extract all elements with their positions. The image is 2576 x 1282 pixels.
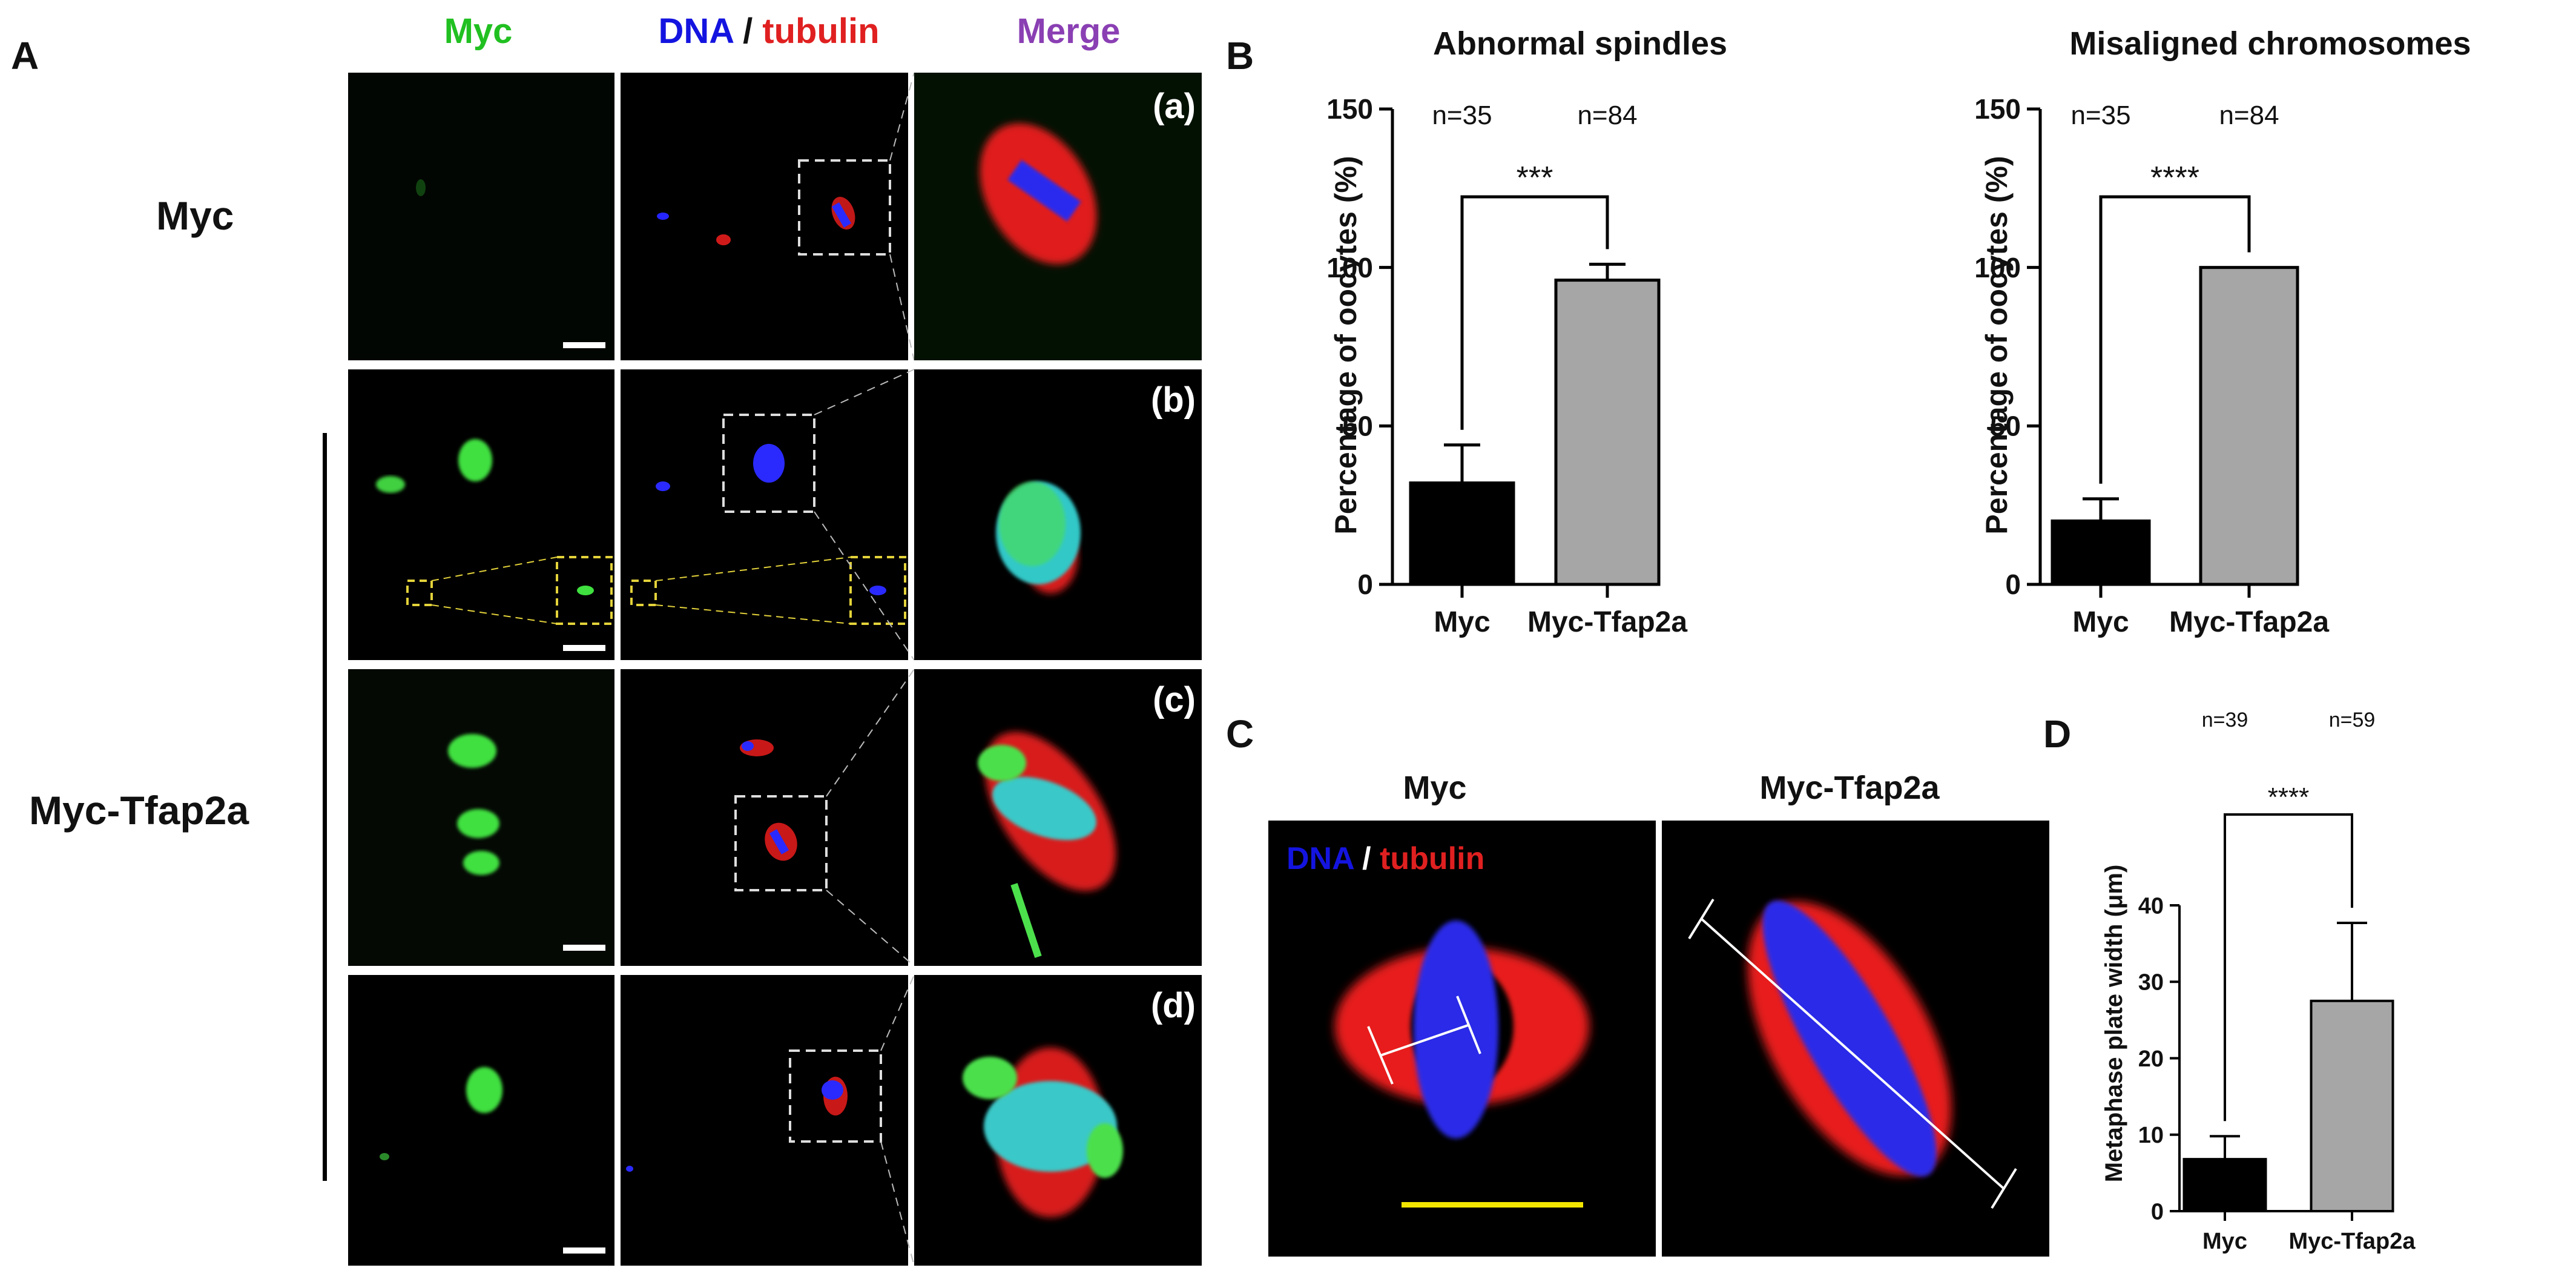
sublabel-c: (c) [1153,680,1196,719]
panel-a-micrograph-grid: (a) (b) [348,73,1202,1266]
chart-misaligned-chromosomes: Misaligned chromosomes Percentage of ooc… [1974,25,2471,638]
bar-myc [2182,1158,2267,1213]
x-tick-label: Myc-Tfap2a [2288,1229,2416,1254]
y-axis-label: Percentage of oocytes (%) [1980,156,2014,534]
micrograph-b-myc [348,369,614,660]
panel-c-letter: C [1226,712,1254,756]
y-tick-label: 50 [1990,410,2021,441]
chart-abnormal-spindles: Abnormal spindles Percentage of oocytes … [1326,25,1727,638]
significance-label: *** [1517,160,1553,196]
y-tick-label: 0 [2151,1199,2164,1224]
y-tick-label: 50 [1342,410,1373,441]
x-tick-label: Myc-Tfap2a [2169,606,2329,638]
col-header-myc: Myc [444,12,513,51]
y-axis-label: Metaphase plate width (μm) [2101,865,2127,1183]
scale-bar-d [563,1247,605,1254]
bar-myc-tfap2a [2199,266,2299,586]
significance-bracket [2099,195,2251,484]
scale-bar-b [563,645,605,651]
y-tick-label: 20 [2138,1046,2164,1072]
chart-title: Misaligned chromosomes [2069,25,2471,62]
bar-myc-tfap2a [1554,279,1661,586]
n-label: n=35 [1432,101,1492,130]
micrograph-a-dna-tubulin [621,73,915,361]
micrograph-c-merge: (c) [914,669,1202,966]
x-tick-label: Myc [1434,606,1490,638]
sublabel-b: (b) [1151,380,1196,420]
micrograph-c-myc [348,669,614,966]
col-header-slash: / [733,12,763,51]
y-axis-label: Percentage of oocytes (%) [1329,156,1363,534]
row-label-myc-tfap2a: Myc-Tfap2a [29,788,249,833]
micrograph-b-dna-tubulin [621,369,915,661]
n-label: n=59 [2329,709,2376,732]
group-bracket-line [323,433,327,1181]
panel-c-title-myc-tfap2a: Myc-Tfap2a [1759,770,1940,806]
sublabel-d: (d) [1151,986,1196,1025]
panel-a-letter: A [11,34,39,78]
micrograph-a-myc [348,73,614,360]
col-header-dna: DNA [658,12,733,51]
col-header-merge: Merge [1016,12,1121,51]
bar-myc [2051,519,2151,586]
n-label: n=84 [2219,101,2279,130]
col-header-tubulin: tubulin [762,12,880,51]
significance-bracket [2224,813,2353,1122]
y-tick-label: 40 [2138,893,2164,919]
sublabel-a: (a) [1153,87,1196,126]
y-tick-label: 30 [2138,970,2164,996]
bar-myc [1409,481,1515,586]
micrograph-d-myc [348,975,614,1266]
micrograph-a-merge: (a) [914,73,1202,360]
scale-bar-c [1402,1202,1583,1208]
x-tick-label: Myc [2072,606,2129,638]
micrograph-c-dna-tubulin [621,669,915,966]
bar-myc-tfap2a [2310,999,2394,1212]
y-tick-label: 100 [1326,252,1373,283]
y-tick-label: 0 [1357,569,1373,600]
y-tick-label: 10 [2138,1123,2164,1148]
scale-bar-a [563,342,605,348]
y-tick-label: 100 [1974,252,2021,283]
panel-c-title-myc: Myc [1403,770,1467,806]
significance-label: **** [2150,160,2199,196]
row-label-myc: Myc [156,193,234,238]
n-label: n=39 [2202,709,2248,732]
significance-bracket [1460,195,1609,430]
chart-title: Abnormal spindles [1433,25,1727,62]
n-label: n=84 [1577,101,1637,130]
scale-bar-c [563,945,605,951]
y-tick-label: 150 [1974,93,2021,125]
panel-c-micrographs: DNA / tubulin [1268,821,2049,1257]
micrograph-c-myc: DNA / tubulin [1268,821,1656,1257]
stain-label: DNA / tubulin [1286,841,1484,876]
n-label: n=35 [2070,101,2130,130]
micrograph-b-merge: (b) [914,369,1202,660]
y-tick-label: 0 [2005,569,2021,600]
significance-label: **** [2268,782,2310,812]
chart-metaphase-plate-width: Metaphase plate width (μm) 0 10 20 30 40 Myc n… [2101,709,2416,1254]
x-tick-label: Myc [2202,1229,2247,1254]
micrograph-c-myc-tfap2a [1662,821,2049,1257]
micrograph-d-merge: (d) [914,975,1202,1266]
panel-b-letter: B [1226,34,1254,78]
col-header-dna-tubulin: DNA / tubulin [611,11,926,51]
panel-d-letter: D [2043,712,2072,756]
y-tick-label: 150 [1326,93,1373,125]
micrograph-d-dna-tubulin [621,974,915,1266]
x-tick-label: Myc-Tfap2a [1527,606,1687,638]
